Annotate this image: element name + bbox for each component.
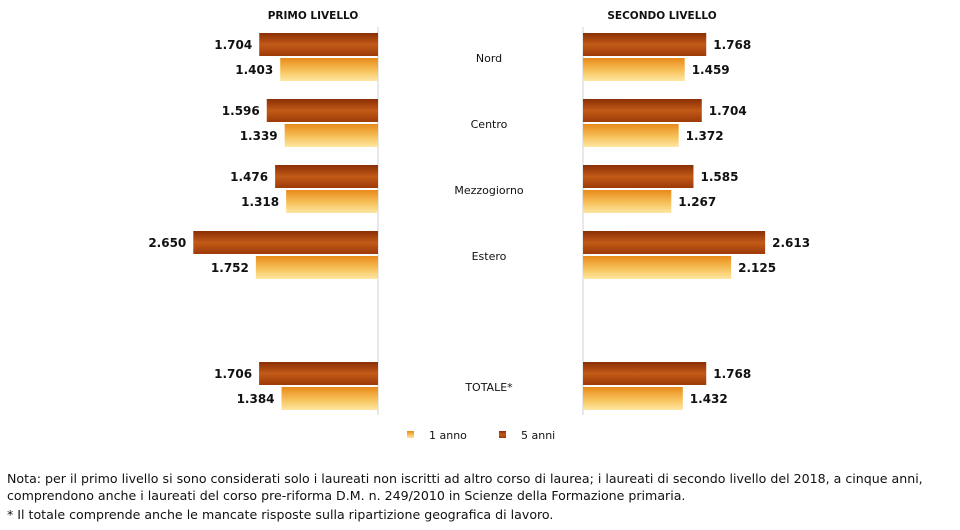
label-primo-mezzogiorno-5anni: 1.476: [230, 170, 268, 184]
category-label-mezzogiorno: Mezzogiorno: [454, 184, 524, 197]
label-secondo-estero-1anno: 2.125: [738, 261, 776, 275]
label-primo-mezzogiorno-1anno: 1.318: [241, 195, 279, 209]
label-primo-totale-1anno: 1.384: [237, 392, 275, 406]
bar-secondo-nord-5anni: [583, 33, 707, 56]
bar-secondo-nord-1anno: [583, 58, 685, 81]
legend-swatch-1anno: [407, 431, 414, 438]
footnotes: Nota: per il primo livello si sono consi…: [7, 470, 952, 523]
legend-label-1anno: 1 anno: [429, 429, 467, 442]
bar-secondo-mezzogiorno-1anno: [583, 190, 672, 213]
panel-title-secondo: SECONDO LIVELLO: [607, 10, 716, 22]
note-text: Nota: per il primo livello si sono consi…: [7, 471, 923, 503]
bar-secondo-mezzogiorno-5anni: [583, 165, 694, 188]
label-secondo-estero-5anni: 2.613: [772, 236, 810, 250]
bar-secondo-estero-1anno: [583, 256, 732, 279]
category-label-estero: Estero: [472, 250, 507, 263]
bar-primo-totale-1anno: [281, 387, 378, 410]
bar-primo-estero-1anno: [255, 256, 378, 279]
bar-primo-nord-5anni: [259, 33, 378, 56]
label-secondo-mezzogiorno-5anni: 1.585: [700, 170, 738, 184]
bar-secondo-centro-5anni: [583, 99, 702, 122]
label-secondo-centro-1anno: 1.372: [686, 129, 724, 143]
label-secondo-mezzogiorno-1anno: 1.267: [678, 195, 716, 209]
label-primo-centro-5anni: 1.596: [222, 104, 260, 118]
legend-swatch-5anni: [499, 431, 506, 438]
category-label-nord: Nord: [476, 52, 502, 65]
bar-secondo-totale-5anni: [583, 362, 707, 385]
label-secondo-nord-1anno: 1.459: [692, 63, 730, 77]
bar-primo-centro-5anni: [266, 99, 378, 122]
category-label-totale: TOTALE*: [464, 381, 513, 394]
bar-secondo-totale-1anno: [583, 387, 683, 410]
label-secondo-nord-5anni: 1.768: [713, 38, 751, 52]
label-primo-estero-1anno: 1.752: [211, 261, 249, 275]
category-label-centro: Centro: [471, 118, 508, 131]
label-primo-estero-5anni: 2.650: [148, 236, 186, 250]
label-primo-totale-5anni: 1.706: [214, 367, 252, 381]
bar-secondo-estero-5anni: [583, 231, 766, 254]
legend-label-5anni: 5 anni: [521, 429, 555, 442]
panel-title-primo: PRIMO LIVELLO: [268, 10, 359, 22]
label-primo-nord-1anno: 1.403: [235, 63, 273, 77]
label-secondo-totale-5anni: 1.768: [713, 367, 751, 381]
bar-primo-nord-1anno: [280, 58, 378, 81]
bar-primo-mezzogiorno-5anni: [275, 165, 378, 188]
label-primo-centro-1anno: 1.339: [240, 129, 278, 143]
label-secondo-totale-1anno: 1.432: [690, 392, 728, 406]
totale-footnote: * Il totale comprende anche le mancate r…: [7, 507, 554, 522]
bar-chart: PRIMO LIVELLO SECONDO LIVELLO 1.704 1.768 1.…: [148, 10, 810, 442]
label-secondo-centro-5anni: 1.704: [709, 104, 747, 118]
bar-primo-mezzogiorno-1anno: [286, 190, 378, 213]
bar-primo-totale-5anni: [259, 362, 378, 385]
bar-primo-estero-5anni: [193, 231, 378, 254]
bar-secondo-centro-1anno: [583, 124, 679, 147]
label-primo-nord-5anni: 1.704: [214, 38, 252, 52]
bar-primo-centro-1anno: [284, 124, 378, 147]
